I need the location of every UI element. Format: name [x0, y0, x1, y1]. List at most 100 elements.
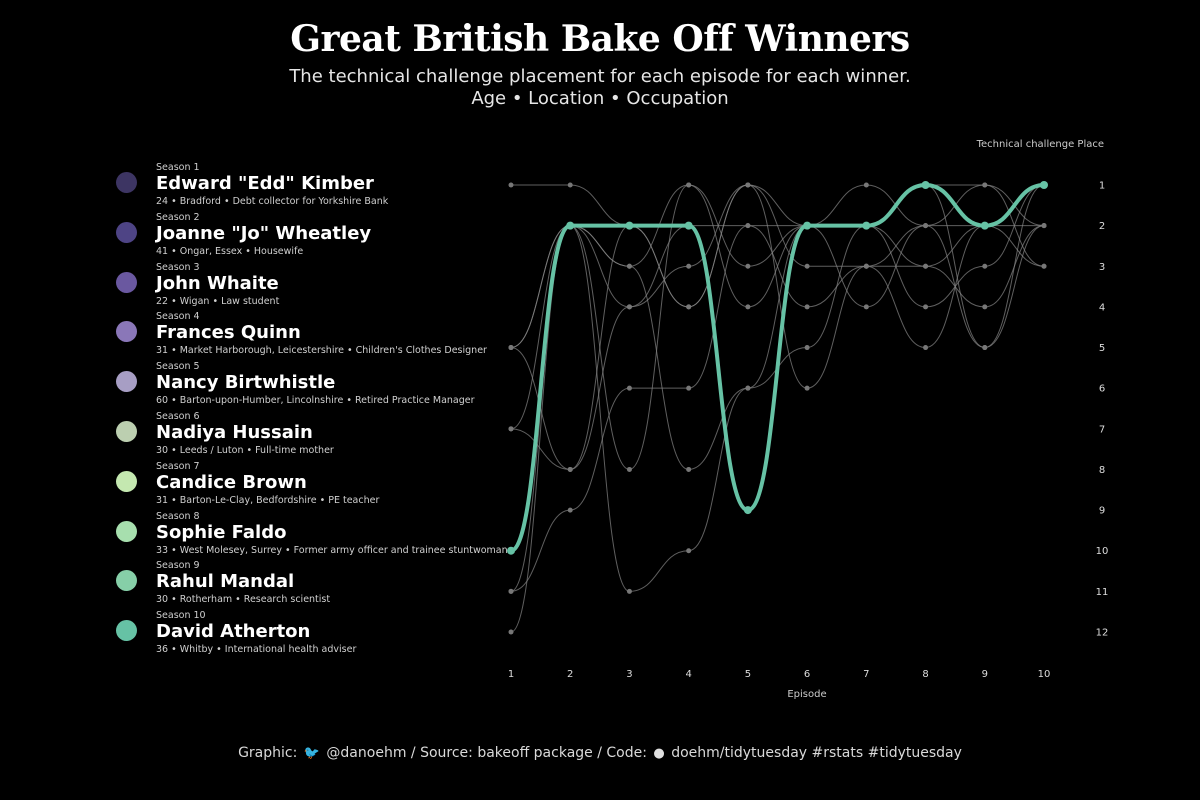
data-point: [745, 223, 751, 229]
x-axis-label: Episode: [787, 689, 826, 700]
winner-color-dot: [116, 271, 137, 293]
data-point: [686, 182, 692, 188]
winner-color-dot: [116, 620, 137, 642]
winner-color-dot: [116, 371, 137, 393]
x-tick-label: 9: [982, 669, 988, 680]
data-point: [686, 263, 692, 269]
data-point: [567, 507, 573, 513]
highlight-data-point: [921, 181, 930, 189]
winner-color-dot: [116, 570, 137, 592]
series-line: [510, 184, 1045, 470]
data-point: [745, 385, 751, 391]
winner-color-dot: [116, 321, 137, 343]
winner-details: 31 • Barton-Le-Clay, Bedfordshire • PE t…: [156, 494, 380, 506]
series-line: [510, 184, 1045, 308]
y-tick-label: 5: [1099, 343, 1105, 354]
highlight-data-point: [803, 221, 812, 230]
x-tick-label: 6: [804, 669, 810, 680]
winner-season: Season 5: [156, 361, 200, 373]
winner-color-dot: [116, 470, 137, 492]
data-point: [745, 263, 751, 269]
winner-color-dot: [116, 520, 137, 542]
highlight-data-point: [862, 221, 871, 230]
data-point: [804, 385, 810, 391]
y-tick-label: 9: [1099, 506, 1105, 517]
y-tick-label: 3: [1099, 262, 1105, 273]
winner-details: 22 • Wigan • Law student: [156, 295, 280, 307]
y-tick-label: 2: [1099, 221, 1105, 232]
data-point: [508, 629, 514, 635]
y-tick-label: 4: [1099, 302, 1105, 313]
data-point: [745, 182, 751, 188]
data-point: [567, 466, 573, 472]
x-tick-label: 7: [863, 669, 869, 680]
highlight-data-point: [684, 221, 693, 230]
y-tick-label: 11: [1096, 587, 1109, 598]
x-tick-label: 5: [745, 669, 751, 680]
winner-name: Sophie Faldo: [156, 521, 287, 543]
data-point: [982, 345, 988, 351]
data-point: [923, 263, 929, 269]
footer-handle: @danoehm: [326, 745, 407, 761]
data-point: [804, 345, 810, 351]
highlight-data-point: [1040, 181, 1048, 189]
x-tick-label: 1: [508, 669, 514, 680]
y-tick-label: 10: [1096, 546, 1109, 557]
winner-name: John Whaite: [156, 272, 279, 294]
github-icon: ●: [653, 746, 665, 761]
data-point: [1041, 223, 1047, 229]
subtitle-line-2: Age • Location • Occupation: [471, 88, 729, 109]
winner-name: Frances Quinn: [156, 322, 301, 344]
data-point: [626, 588, 632, 594]
y-tick-label: 6: [1099, 384, 1105, 395]
x-tick-label: 4: [685, 669, 691, 680]
highlight-data-point: [566, 221, 575, 230]
chart-title: Great British Bake Off Winners: [290, 18, 910, 60]
x-tick-label: 2: [567, 669, 573, 680]
data-point: [508, 345, 514, 351]
y-tick-label: 7: [1099, 424, 1105, 435]
data-point: [923, 345, 929, 351]
data-point: [982, 182, 988, 188]
data-point: [626, 304, 632, 310]
winner-name: Joanne "Jo" Wheatley: [156, 222, 372, 244]
data-point: [923, 223, 929, 229]
winner-name: David Atherton: [156, 621, 311, 643]
data-point: [626, 466, 632, 472]
winner-details: 33 • West Molesey, Surrey • Former army …: [156, 544, 508, 556]
x-tick-label: 3: [626, 669, 632, 680]
data-point: [863, 304, 869, 310]
winner-color-dot: [116, 421, 137, 442]
winner-color-dot: [116, 221, 137, 243]
chart-subtitle: The technical challenge placement for ea…: [0, 66, 1200, 110]
data-point: [686, 466, 692, 472]
winner-season: Season 10: [156, 610, 206, 622]
footer-graphic-label: Graphic:: [238, 745, 298, 761]
data-point: [626, 385, 632, 391]
series-line: [510, 184, 1045, 470]
winner-name: Edward "Edd" Kimber: [156, 173, 374, 194]
winner-name: Nancy Birtwhistle: [156, 372, 336, 394]
highlight-data-point: [625, 221, 634, 230]
data-point: [686, 304, 692, 310]
x-tick-label: 8: [922, 669, 928, 680]
highlight-data-point: [980, 221, 989, 230]
winner-season: Season 6: [156, 411, 200, 422]
winner-details: 30 • Rotherham • Research scientist: [156, 594, 331, 606]
winner-details: 24 • Bradford • Debt collector for Yorks…: [156, 196, 389, 207]
winner-details: 60 • Barton-upon-Humber, Lincolnshire • …: [156, 395, 475, 407]
winner-details: 30 • Leeds / Luton • Full-time mother: [156, 445, 334, 456]
footer-source: / Source: bakeoff package / Code:: [410, 745, 647, 761]
winner-name: Candice Brown: [156, 471, 307, 493]
data-point: [686, 385, 692, 391]
highlight-series-line: [510, 182, 1045, 553]
winner-season: Season 7: [156, 460, 200, 472]
data-point: [508, 182, 514, 188]
series-line: [510, 184, 1045, 470]
data-point: [804, 263, 810, 269]
footer-credits: Graphic: 🐦 @danoehm / Source: bakeoff pa…: [0, 745, 1200, 761]
data-point: [745, 304, 751, 310]
winner-details: 31 • Market Harborough, Leicestershire •…: [156, 345, 487, 357]
highlight-data-point: [743, 506, 752, 515]
